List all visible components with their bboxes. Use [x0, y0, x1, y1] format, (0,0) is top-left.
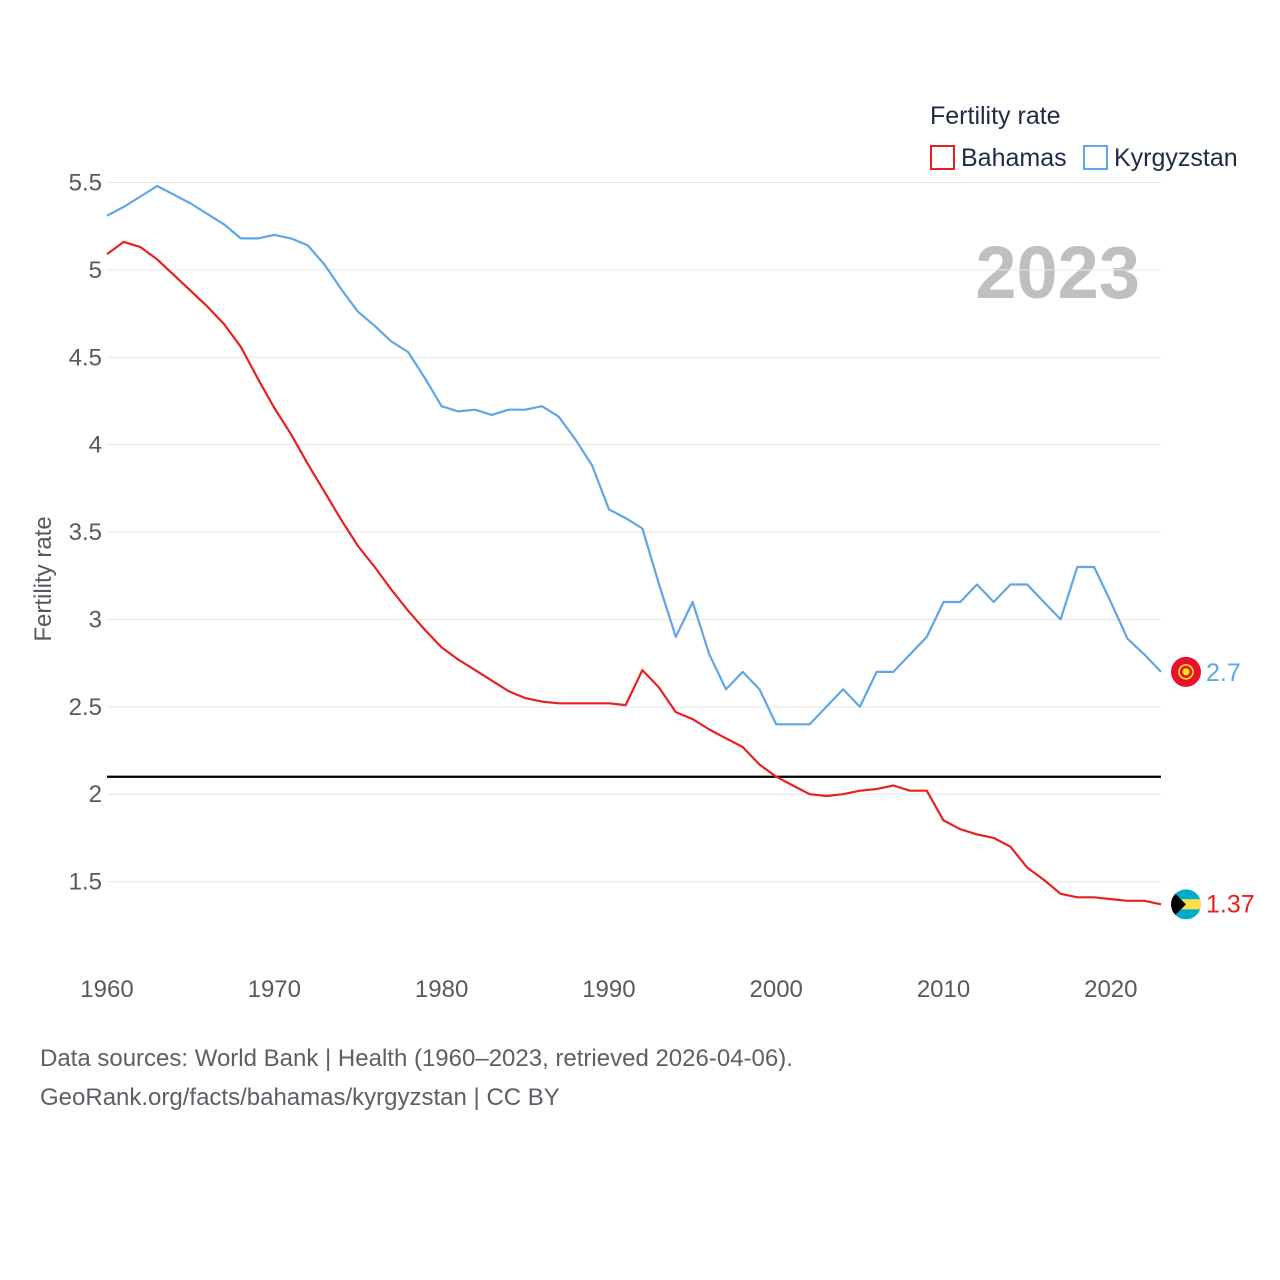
gridlines: [107, 181, 1161, 883]
y-tick-label: 4: [89, 432, 102, 459]
x-tick-label: 1980: [415, 976, 468, 1003]
x-tick-label: 2000: [750, 976, 803, 1003]
legend-swatch-bahamas[interactable]: [930, 145, 955, 170]
x-tick-label: 1990: [582, 976, 635, 1003]
x-tick-label: 2010: [917, 976, 970, 1003]
kyrgyzstan-end-value: 2.7: [1206, 659, 1241, 687]
series-lines: [106, 184, 1162, 906]
x-tick-label: 1960: [80, 976, 133, 1003]
legend-label-kyrgyzstan[interactable]: Kyrgyzstan: [1114, 144, 1238, 172]
y-tick-label: 4.5: [69, 344, 102, 371]
legend-title: Fertility rate: [930, 102, 1061, 130]
y-tick-label: 2: [89, 781, 102, 808]
y-axis-title: Fertility rate: [30, 516, 57, 641]
series-line-kyrgyzstan[interactable]: [106, 184, 1162, 726]
y-tick-label: 3: [89, 606, 102, 633]
year-label: 2023: [975, 231, 1140, 314]
y-axis-ticks: 5.5 5 4.5 4 3.5 3 2.5 2 1.5: [69, 169, 102, 895]
footer-url[interactable]: GeoRank.org/facts/bahamas/kyrgyzstan | C…: [40, 1084, 560, 1111]
y-tick-label: 2.5: [69, 694, 102, 721]
kyrgyzstan-flag-icon: [1171, 656, 1201, 687]
y-tick-label: 5.5: [69, 169, 102, 196]
legend-label-bahamas[interactable]: Bahamas: [961, 144, 1067, 172]
x-tick-label: 1970: [248, 976, 301, 1003]
footer-sources: Data sources: World Bank | Health (1960–…: [40, 1045, 793, 1072]
legend-swatch-kyrgyzstan[interactable]: [1083, 145, 1108, 170]
x-tick-label: 2020: [1084, 976, 1137, 1003]
y-tick-label: 5: [89, 257, 102, 284]
series-line-bahamas[interactable]: [106, 240, 1162, 906]
y-tick-label: 3.5: [69, 519, 102, 546]
y-tick-label: 1.5: [69, 869, 102, 896]
bahamas-end-value: 1.37: [1206, 890, 1255, 918]
legend: Fertility rate Bahamas Kyrgyzstan: [930, 102, 1238, 172]
x-axis-ticks: 1960 1970 1980 1990 2000 2010 2020: [80, 976, 1137, 1003]
bahamas-flag-icon: [1171, 889, 1201, 920]
